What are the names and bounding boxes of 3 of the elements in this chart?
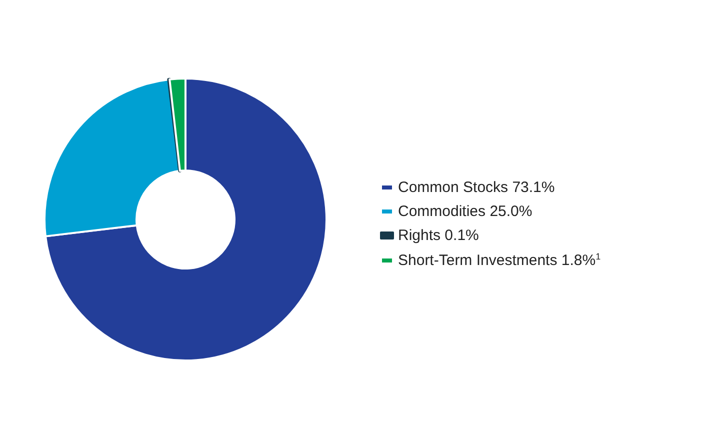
legend-label: Rights 0.1% <box>398 227 479 244</box>
legend-label: Commodities 25.0% <box>398 203 532 220</box>
legend-label: Common Stocks 73.1% <box>398 179 555 196</box>
